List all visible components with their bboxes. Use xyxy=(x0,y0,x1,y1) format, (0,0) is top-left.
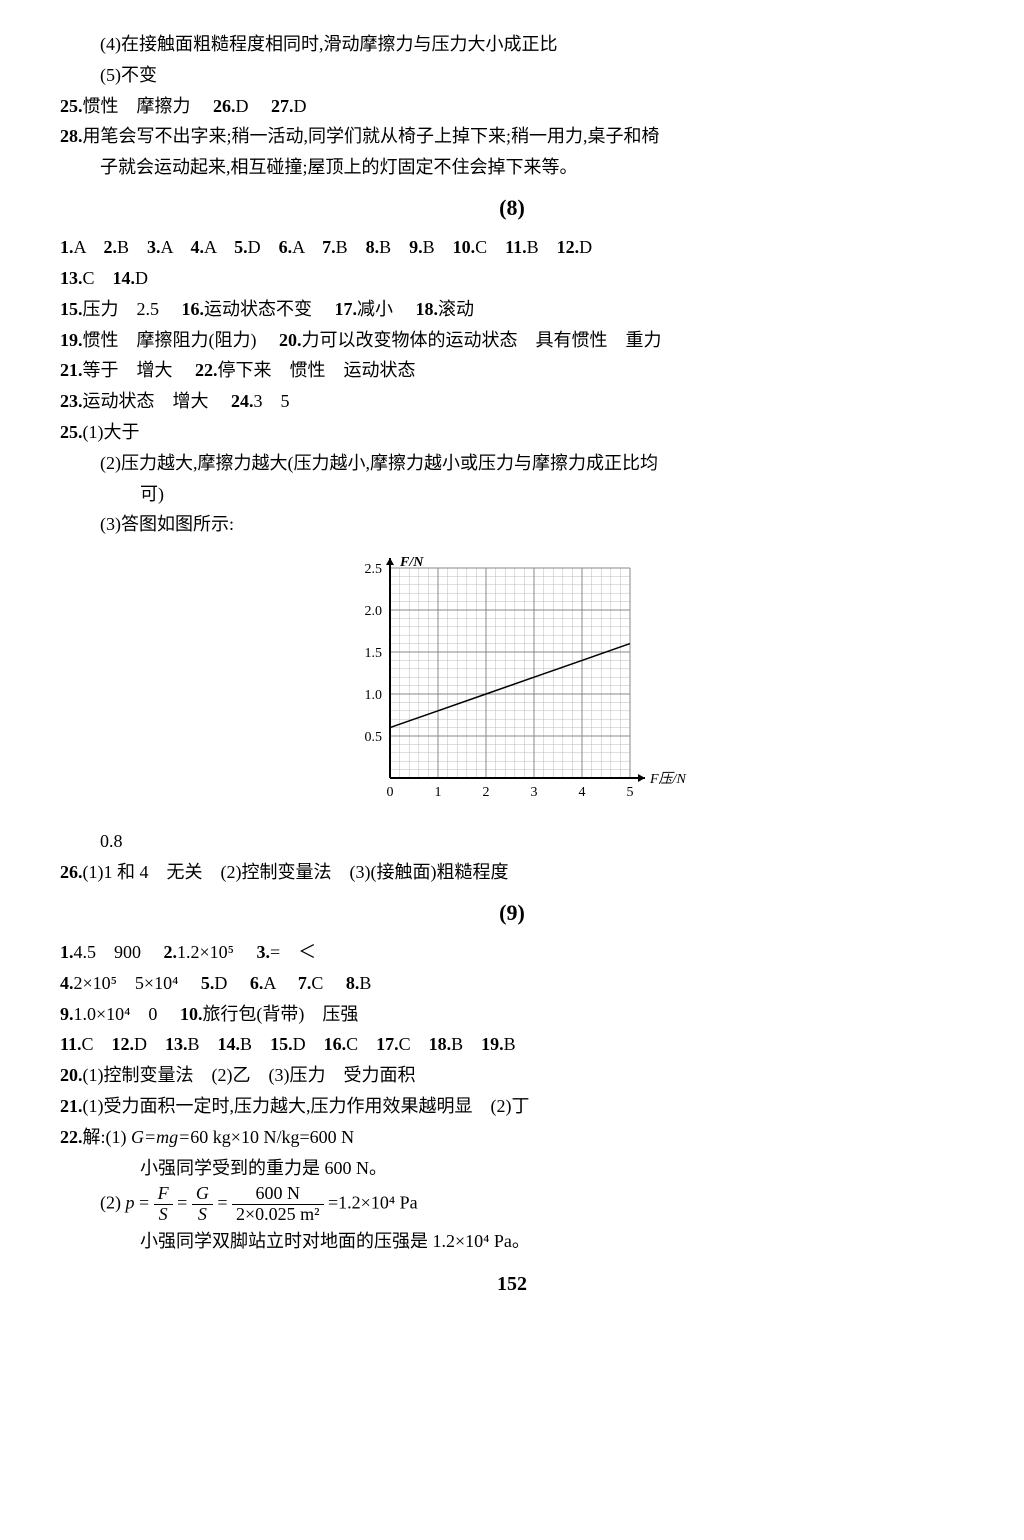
text-line: 可) xyxy=(60,480,964,509)
svg-text:F/N: F/N xyxy=(399,555,424,570)
text-line: 小强同学双脚站立时对地面的压强是 1.2×10⁴ Pa。 xyxy=(60,1227,964,1256)
answer-line: 26.(1)1 和 4 无关 (2)控制变量法 (3)(接触面)粗糙程度 xyxy=(60,858,964,887)
svg-text:1.5: 1.5 xyxy=(365,646,383,661)
text-line: (2)压力越大,摩擦力越大(压力越小,摩擦力越小或压力与摩擦力成正比均 xyxy=(60,449,964,478)
text-line: (5)不变 xyxy=(60,61,964,90)
svg-text:3: 3 xyxy=(531,785,538,800)
svg-text:2.0: 2.0 xyxy=(365,604,383,619)
mc-row: 11.C 12.D 13.B 14.B 15.D 16.C 17.C 18.B … xyxy=(60,1030,964,1059)
formula-line: (2) p = FS = GS = 600 N2×0.025 m² =1.2×1… xyxy=(60,1184,964,1225)
svg-text:F压/N: F压/N xyxy=(649,771,686,787)
mc-row: 1.A 2.B 3.A 4.A 5.D 6.A 7.B 8.B 9.B 10.C… xyxy=(60,233,964,262)
answer-line: 21.等于 增大 22.停下来 惯性 运动状态 xyxy=(60,356,964,385)
text-line: (3)答图如图所示: xyxy=(60,510,964,539)
answer-line: 28.用笔会写不出字来;稍一活动,同学们就从椅子上掉下来;稍一用力,桌子和椅 xyxy=(60,122,964,151)
friction-chart: F/N F压/N 0 1 2 3 4 5 0.5 1.0 1.5 2.0 2.5 xyxy=(340,543,700,823)
answer-line: 15.压力 2.5 16.运动状态不变 17.减小 18.滚动 xyxy=(60,295,964,324)
answer-line: 23.运动状态 增大 24.3 5 xyxy=(60,387,964,416)
svg-text:1.0: 1.0 xyxy=(365,688,383,703)
answer-line: 20.(1)控制变量法 (2)乙 (3)压力 受力面积 xyxy=(60,1061,964,1090)
section-header-9: (9) xyxy=(60,895,964,930)
answer-line: 1.4.5 900 2.1.2×10⁵ 3.= ＜ xyxy=(60,938,964,967)
text-line: 0.8 xyxy=(60,827,964,856)
svg-text:0: 0 xyxy=(387,785,394,800)
svg-text:0.5: 0.5 xyxy=(365,730,383,745)
text-line: 小强同学受到的重力是 600 N。 xyxy=(60,1154,964,1183)
svg-text:4: 4 xyxy=(579,785,586,800)
section-header-8: (8) xyxy=(60,190,964,225)
page-number: 152 xyxy=(60,1268,964,1300)
text-line: (4)在接触面粗糙程度相同时,滑动摩擦力与压力大小成正比 xyxy=(60,30,964,59)
answer-line: 21.(1)受力面积一定时,压力越大,压力作用效果越明显 (2)丁 xyxy=(60,1092,964,1121)
svg-text:1: 1 xyxy=(435,785,442,800)
svg-text:2.5: 2.5 xyxy=(365,562,383,577)
svg-text:2: 2 xyxy=(483,785,490,800)
answer-line: 4.2×10⁵ 5×10⁴ 5.D 6.A 7.C 8.B xyxy=(60,969,964,998)
mc-row: 13.C 14.D xyxy=(60,264,964,293)
answer-line: 25.惯性 摩擦力 26.D 27.D xyxy=(60,92,964,121)
answer-line: 19.惯性 摩擦阻力(阻力) 20.力可以改变物体的运动状态 具有惯性 重力 xyxy=(60,326,964,355)
text-line: 子就会运动起来,相互碰撞;屋顶上的灯固定不住会掉下来等。 xyxy=(60,153,964,182)
svg-text:5: 5 xyxy=(627,785,634,800)
answer-line: 9.1.0×10⁴ 0 10.旅行包(背带) 压强 xyxy=(60,1000,964,1029)
answer-line: 22.解:(1) G=mg=60 kg×10 N/kg=600 N xyxy=(60,1123,964,1152)
answer-line: 25.(1)大于 xyxy=(60,418,964,447)
